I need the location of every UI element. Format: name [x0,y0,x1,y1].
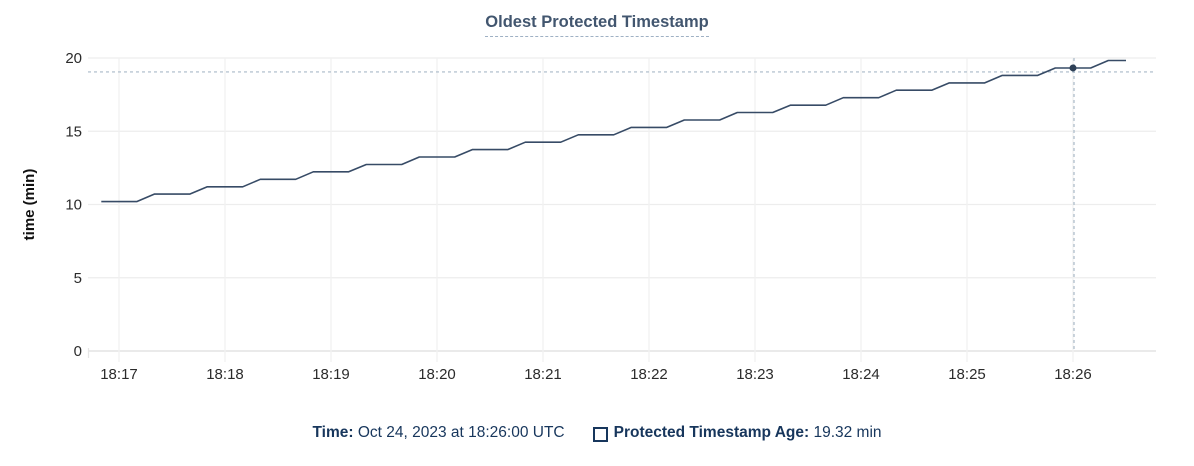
time-value: Oct 24, 2023 at 18:26:00 UTC [353,424,565,441]
chart-title-row: Oldest Protected Timestamp [0,13,1194,37]
hover-readout: Time: Oct 24, 2023 at 18:26:00 UTC Prote… [0,424,1194,442]
x-tick-label: 18:19 [312,366,350,383]
metric-label: Protected Timestamp Age: [613,424,810,441]
y-tick-label: 0 [74,343,82,360]
x-tick-label: 18:17 [100,366,138,383]
x-tick-label: 18:23 [736,366,774,383]
y-tick-label: 10 [65,197,82,214]
y-tick-label: 15 [65,123,82,140]
series-marker-box-icon [592,426,608,442]
x-tick-label: 18:18 [206,366,244,383]
series-line [101,59,1126,203]
x-tick-label: 18:22 [630,366,668,383]
x-tick-label: 18:24 [842,366,880,383]
chart-title[interactable]: Oldest Protected Timestamp [485,13,709,37]
time-label: Time: [312,424,354,441]
x-tick-label: 18:25 [948,366,986,383]
x-tick-label: 18:21 [524,366,562,383]
y-axis-title: time (min) [21,169,38,241]
metric-value: 19.32 min [809,424,882,441]
line-chart[interactable]: 18:17 18:18 18:19 18:20 18:21 18:22 18:23 18:24… [0,40,1194,390]
x-tick-label: 18:20 [418,366,456,383]
y-tick-label: 5 [74,270,82,287]
hover-data-point [1069,64,1077,72]
x-tick-label: 18:26 [1054,366,1092,383]
y-tick-label: 20 [65,50,82,67]
